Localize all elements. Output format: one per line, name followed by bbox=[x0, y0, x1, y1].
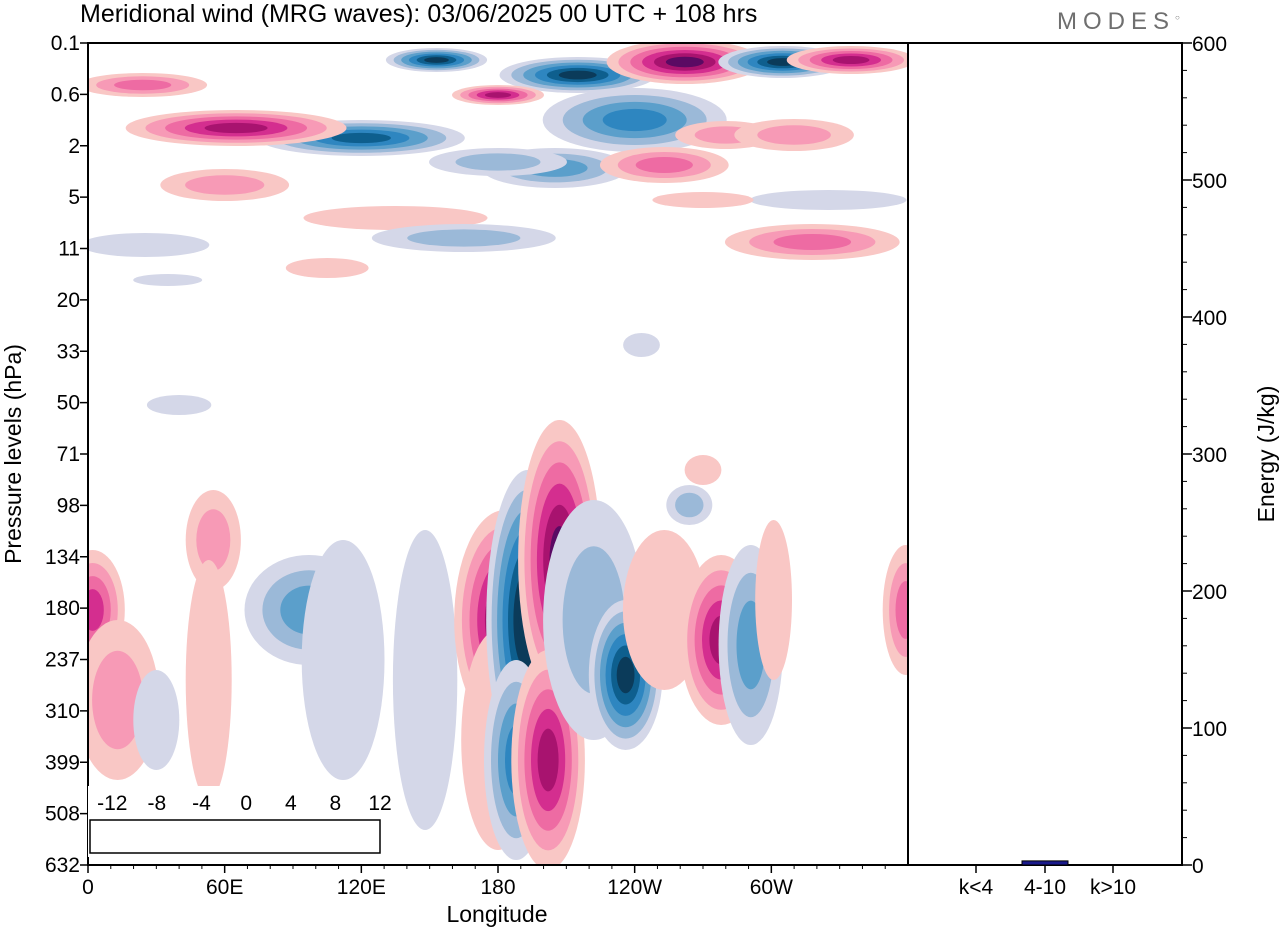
y-tick-label: 50 bbox=[57, 392, 80, 415]
y-tick-label: 508 bbox=[45, 803, 80, 826]
colorbar-label: -12 bbox=[97, 792, 127, 815]
contour-fill bbox=[757, 125, 831, 145]
y-tick-label: 0.1 bbox=[51, 32, 80, 55]
y-tick-label: 134 bbox=[45, 546, 80, 569]
colorbar-label: 8 bbox=[330, 792, 342, 815]
contour-fill bbox=[133, 274, 203, 286]
contour-fill bbox=[185, 560, 232, 800]
contour-fill bbox=[303, 206, 488, 230]
contour-fill bbox=[484, 92, 512, 98]
contour-fill bbox=[185, 175, 265, 195]
y-tick-label: 237 bbox=[45, 649, 80, 672]
x-tick-label: 120E bbox=[337, 876, 386, 899]
y-tick-label: 11 bbox=[58, 238, 80, 261]
contour-fill bbox=[455, 153, 541, 171]
modes-logo: MODES○ bbox=[1057, 8, 1180, 35]
colorbar-label: 4 bbox=[285, 792, 297, 815]
energy-tick-label: 400 bbox=[1192, 307, 1227, 330]
x-tick-label: 60E bbox=[206, 876, 243, 899]
energy-tick-label: 600 bbox=[1192, 33, 1227, 56]
contour-fill bbox=[114, 79, 172, 91]
y-tick-label: 2 bbox=[68, 135, 80, 158]
contour-fill bbox=[88, 233, 210, 257]
y-tick-label: 0.6 bbox=[51, 83, 80, 106]
heatmap-field bbox=[88, 43, 908, 865]
contour-fill bbox=[424, 57, 449, 63]
x-tick-label: 120W bbox=[607, 876, 662, 899]
contour-fill bbox=[331, 132, 391, 144]
contour-fill bbox=[204, 122, 268, 134]
contour-fill bbox=[635, 157, 693, 173]
colorbar-label: 0 bbox=[240, 792, 252, 815]
y-tick-label: 632 bbox=[45, 854, 80, 877]
contour-fill bbox=[895, 581, 908, 639]
x-tick-label: 180 bbox=[480, 876, 515, 899]
colorbar-label: 12 bbox=[368, 792, 391, 815]
contour-fill bbox=[616, 656, 635, 694]
category-label: k<4 bbox=[959, 876, 994, 899]
energy-bar bbox=[1089, 864, 1137, 866]
energy-tick-label: 300 bbox=[1192, 444, 1227, 467]
contour-fill bbox=[392, 530, 458, 830]
y-tick-label: 5 bbox=[68, 186, 80, 209]
contour-fill bbox=[146, 395, 212, 415]
colorbar-background bbox=[88, 786, 382, 857]
x-axis-label: Longitude bbox=[446, 901, 547, 927]
y-tick-label: 71 bbox=[57, 443, 80, 466]
contour-fill bbox=[407, 229, 521, 247]
category-label: 4-10 bbox=[1024, 876, 1066, 899]
contour-fill bbox=[558, 70, 597, 80]
contour-fill bbox=[652, 192, 754, 208]
energy-tick-label: 100 bbox=[1192, 718, 1227, 741]
colorbar-label: -4 bbox=[192, 792, 211, 815]
y-tick-label: 98 bbox=[57, 494, 80, 517]
contour-fill bbox=[675, 492, 704, 518]
contour-fill bbox=[755, 520, 792, 680]
x-tick-label: 0 bbox=[82, 876, 94, 899]
category-label: k>10 bbox=[1090, 876, 1136, 899]
contour-fill bbox=[301, 540, 385, 780]
energy-axis-label: Energy (J/kg) bbox=[1253, 386, 1279, 523]
contour-fill bbox=[750, 190, 907, 210]
energy-bar bbox=[1021, 860, 1069, 866]
contour-fill bbox=[684, 455, 722, 485]
contour-fill bbox=[196, 509, 231, 571]
contour-fill bbox=[832, 56, 870, 64]
colorbar-label: -8 bbox=[148, 792, 167, 815]
contour-fill bbox=[665, 56, 704, 68]
y-tick-label: 20 bbox=[57, 289, 80, 312]
contour-fill bbox=[285, 258, 369, 278]
contour-fill bbox=[88, 589, 104, 631]
y-tick-label: 180 bbox=[45, 597, 80, 620]
x-tick-label: 60W bbox=[750, 876, 793, 899]
y-tick-label: 310 bbox=[45, 700, 80, 723]
contour-fill bbox=[623, 333, 660, 357]
energy-tick-label: 0 bbox=[1192, 855, 1204, 878]
energy-bar bbox=[952, 864, 1000, 866]
energy-tick-label: 500 bbox=[1192, 170, 1227, 193]
chart-title: Meridional wind (MRG waves): 03/06/2025 … bbox=[80, 0, 758, 28]
contour-fill bbox=[602, 108, 667, 132]
y-axis-label: Pressure levels (hPa) bbox=[0, 344, 26, 564]
contour-fill bbox=[92, 650, 144, 750]
colorbar-frame bbox=[89, 819, 381, 854]
y-tick-label: 399 bbox=[45, 751, 80, 774]
contour-fill bbox=[133, 670, 180, 770]
contour-fill bbox=[537, 728, 559, 792]
bar-panel-frame bbox=[907, 42, 1183, 866]
contour-fill bbox=[773, 234, 852, 250]
y-tick-label: 33 bbox=[57, 340, 80, 363]
energy-tick-label: 200 bbox=[1192, 581, 1227, 604]
